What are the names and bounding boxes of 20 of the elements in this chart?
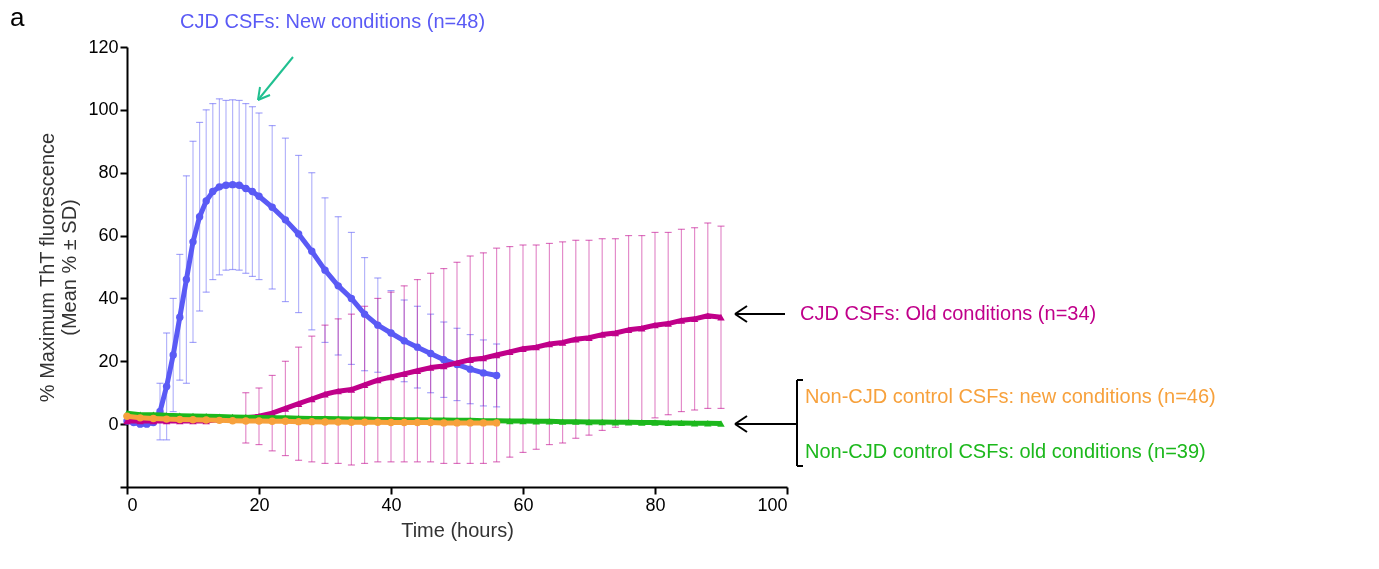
y-tick-label: 80 (98, 162, 119, 183)
text: CJD CSFs: Old conditions (n=34) (800, 302, 1097, 324)
text: Non-CJD control CSFs: new conditions (n=46) (805, 385, 1216, 407)
text: a (10, 2, 25, 32)
x-tick-label: 40 (381, 494, 402, 515)
x-tick-label: 20 (249, 494, 270, 515)
x-axis-title: Time (hours) (401, 518, 514, 541)
x-tick-label: 100 (757, 494, 788, 515)
y-tick-label: 120 (88, 36, 119, 57)
y-tick-label: 0 (108, 413, 119, 434)
x-tick-label: 0 (127, 494, 138, 515)
text: Non-CJD control CSFs: old conditions (n=39) (805, 440, 1206, 462)
x-tick-label: 80 (645, 494, 666, 515)
y-tick-label: 40 (98, 287, 119, 308)
x-tick-label: 60 (513, 494, 534, 515)
y-tick-label: 20 (98, 350, 119, 371)
y-axis-title: % Maximum ThT fluorescence (Mean % ± SD) (36, 132, 81, 403)
y-tick-label: 100 (88, 99, 119, 120)
y-tick-label: 60 (98, 225, 119, 246)
text: CJD CSFs: New conditions (n=48) (180, 10, 486, 32)
